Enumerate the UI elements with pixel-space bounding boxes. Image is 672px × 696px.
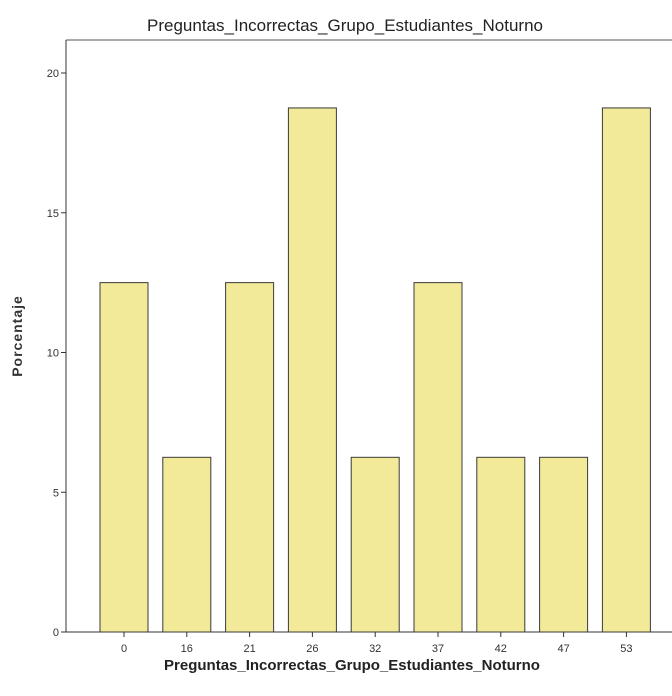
bar-0 bbox=[99, 282, 149, 633]
x-axis-ticks: 0 16 21 26 32 37 42 47 53 bbox=[121, 632, 633, 655]
bar-16 bbox=[162, 456, 212, 633]
y-axis-ticks: 0 5 10 15 20 bbox=[47, 68, 66, 639]
x-tick-label: 26 bbox=[306, 643, 318, 655]
x-tick-label: 0 bbox=[121, 643, 127, 655]
chart-title: Preguntas_Incorrectas_Grupo_Estudiantes_… bbox=[147, 16, 543, 35]
x-tick-label: 16 bbox=[181, 643, 193, 655]
x-axis-label: Preguntas_Incorrectas_Grupo_Estudiantes_… bbox=[164, 657, 540, 674]
y-tick-label: 0 bbox=[53, 627, 59, 639]
y-tick-label: 10 bbox=[47, 348, 59, 360]
bar-26 bbox=[287, 107, 337, 633]
bar-53 bbox=[601, 107, 651, 633]
x-tick-label: 42 bbox=[495, 643, 507, 655]
bar-37 bbox=[413, 282, 463, 633]
y-tick-label: 15 bbox=[47, 208, 59, 220]
bar-47 bbox=[539, 456, 589, 633]
bar-42 bbox=[476, 456, 526, 633]
bar-32 bbox=[350, 456, 400, 633]
y-tick-label: 5 bbox=[53, 487, 59, 499]
y-axis-label: Porcentaje bbox=[9, 295, 25, 377]
y-tick-label: 20 bbox=[47, 68, 59, 80]
x-tick-label: 53 bbox=[620, 643, 632, 655]
x-tick-label: 37 bbox=[432, 643, 444, 655]
bars-group bbox=[99, 107, 651, 633]
x-tick-label: 47 bbox=[557, 643, 569, 655]
x-tick-label: 21 bbox=[243, 643, 255, 655]
bar-21 bbox=[225, 282, 275, 633]
x-tick-label: 32 bbox=[369, 643, 381, 655]
